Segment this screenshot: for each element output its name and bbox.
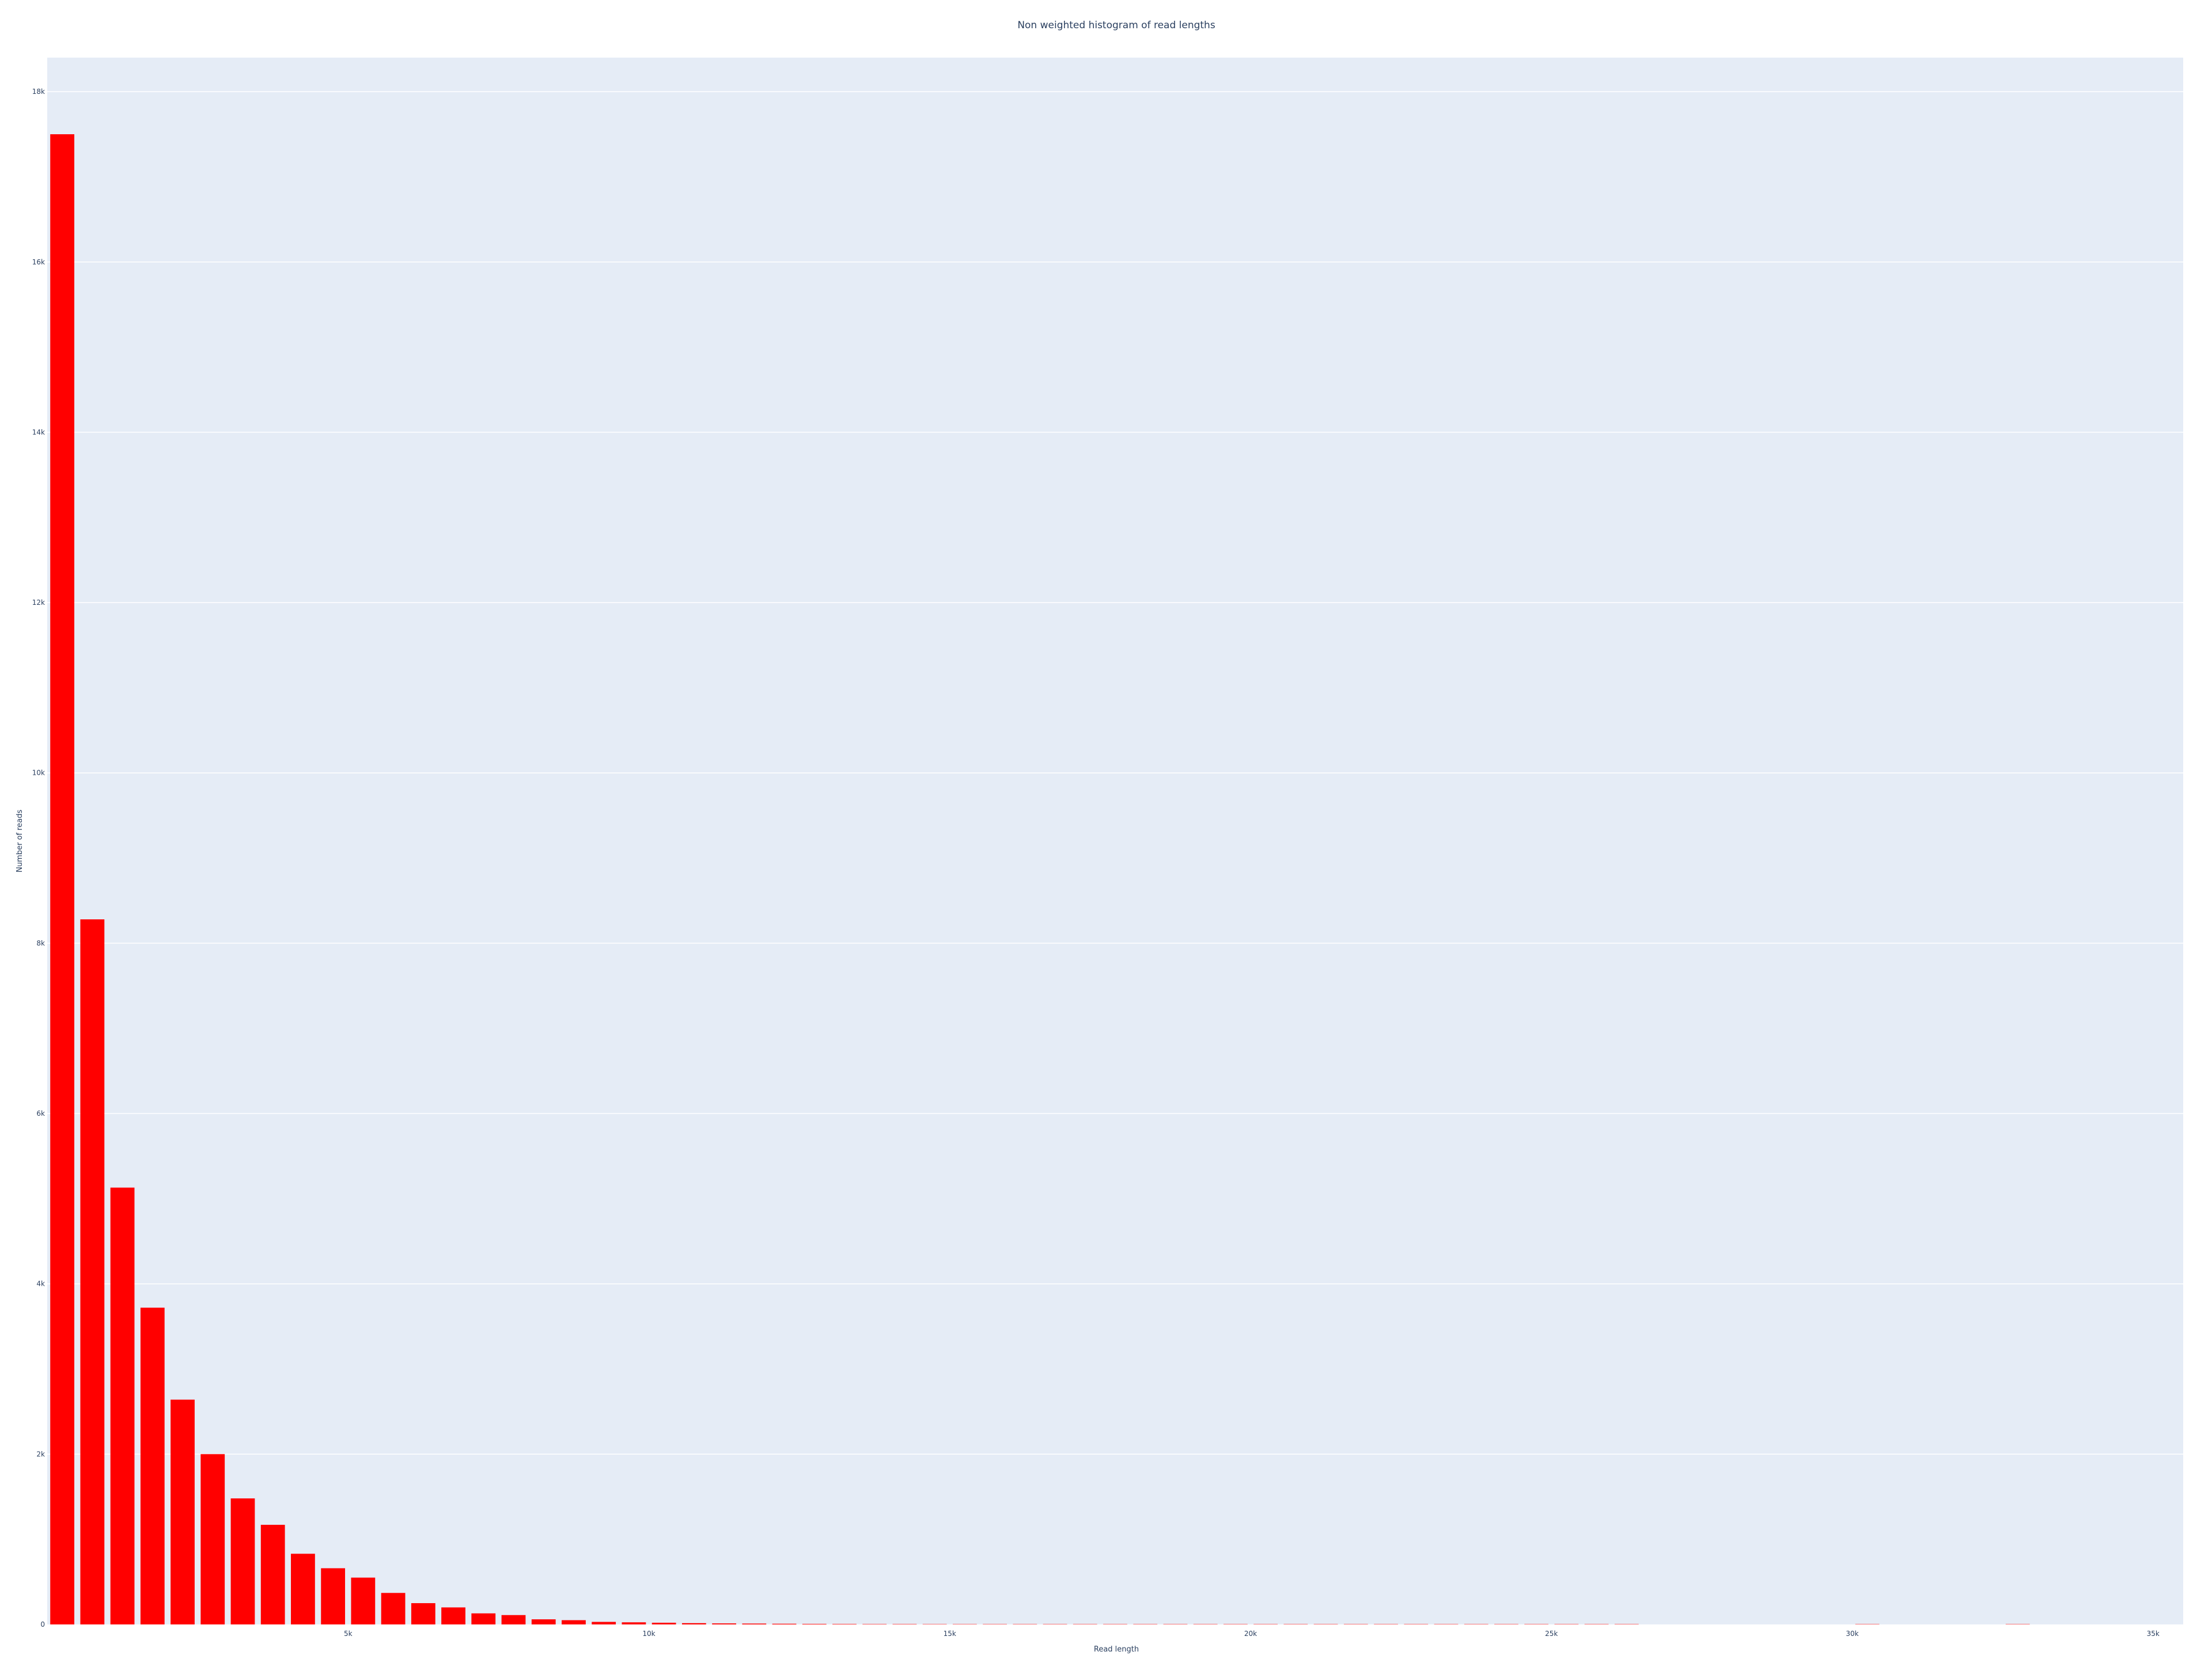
histogram-bar [321,1568,346,1624]
histogram-bar [50,134,75,1625]
y-tick-label: 0 [40,1620,45,1628]
plot-background [47,58,2183,1624]
histogram-bar [531,1619,556,1624]
histogram-bar [983,1624,1007,1625]
histogram-bar [1043,1624,1067,1625]
histogram-bar [1585,1624,1609,1625]
histogram-bar [1194,1624,1218,1625]
histogram-bar [1374,1624,1398,1625]
chart-title: Non weighted histogram of read lengths [1017,20,1215,31]
histogram-bar [1103,1624,1127,1625]
histogram-bar [351,1577,376,1624]
y-tick-labels: 0 2k 4k 6k 8k 10k 12k 14k 16k 18k [32,88,45,1628]
histogram-bar [411,1603,435,1624]
x-tick-label: 10k [642,1630,655,1638]
x-tick-label: 20k [1244,1630,1257,1638]
histogram-bar [381,1593,406,1624]
histogram-bar [501,1615,526,1624]
histogram-bar [1524,1624,1548,1625]
histogram-bar [923,1624,947,1625]
y-tick-label: 16k [32,258,45,266]
histogram-bar [110,1187,135,1624]
histogram-bar [1434,1624,1459,1625]
histogram-bar [171,1399,195,1624]
histogram-bar [80,919,105,1624]
histogram-bar [230,1498,255,1624]
x-tick-label: 30k [1846,1630,1858,1638]
x-tick-label: 15k [944,1630,956,1638]
histogram-bar [1253,1624,1278,1625]
grid-lines [47,91,2183,1455]
histogram-bar [1164,1624,1188,1625]
histogram-bar [140,1308,165,1624]
histogram-bar [471,1613,496,1624]
y-tick-label: 10k [32,769,45,777]
x-tick-labels: 5k 10k 15k 20k 25k 30k 35k [344,1630,2160,1638]
y-tick-label: 6k [36,1109,45,1118]
histogram-bar [681,1623,706,1624]
histogram-bar [1013,1624,1037,1625]
histogram-bar [1224,1624,1248,1625]
histogram-bar [1404,1624,1428,1625]
y-tick-label: 8k [36,939,45,947]
y-tick-label: 4k [36,1280,45,1288]
histogram-bar [1283,1624,1308,1625]
histogram-bar [1464,1624,1488,1625]
histogram-bar [1615,1624,1639,1625]
histogram-bar [2006,1624,2030,1625]
x-axis-title: Read length [1094,1645,1139,1654]
y-tick-label: 2k [36,1450,45,1458]
histogram-bar [953,1624,977,1625]
histogram-bar [652,1623,676,1624]
histogram-bar [622,1622,646,1624]
y-tick-label: 18k [32,88,45,96]
x-tick-label: 25k [1545,1630,1558,1638]
histogram-bar [1494,1624,1518,1625]
histogram-bar [562,1620,586,1624]
y-tick-label: 12k [32,599,45,607]
histogram-bar [1344,1624,1368,1625]
histogram-bar [1855,1624,1880,1625]
y-axis-title: Number of reads [16,809,24,872]
histogram-bar [1554,1624,1578,1625]
histogram-bar [200,1454,225,1624]
histogram-bar [1073,1624,1097,1625]
histogram-bar [1314,1624,1338,1625]
histogram-bar [1133,1624,1157,1625]
histogram-bar [712,1623,736,1624]
y-tick-label: 14k [32,428,45,436]
histogram-bar [441,1607,465,1624]
histogram-bar [260,1525,285,1624]
x-tick-label: 5k [344,1630,353,1638]
histogram-bar [291,1554,315,1624]
bars [50,134,2030,1625]
histogram-bar [592,1622,616,1624]
x-tick-label: 35k [2147,1630,2160,1638]
